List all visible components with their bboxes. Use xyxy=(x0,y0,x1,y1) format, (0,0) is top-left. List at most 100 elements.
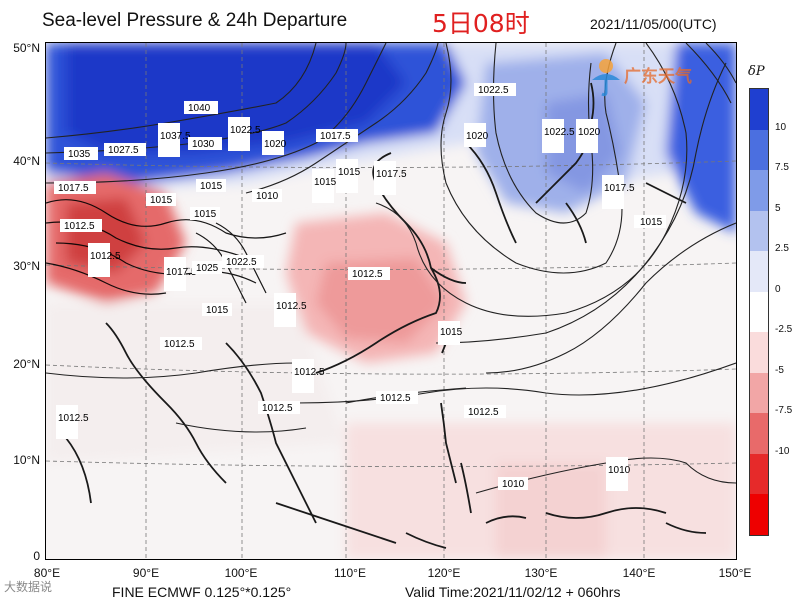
utc-datetime: 2021/11/05/00(UTC) xyxy=(590,16,717,32)
colorbar-segment xyxy=(750,129,768,171)
contour-label: 1015 xyxy=(146,193,176,206)
contour-label-text: 1015 xyxy=(194,209,217,220)
contour-label: 1030 xyxy=(188,137,222,150)
colorbar-segment xyxy=(750,170,768,212)
contour-label-text: 1020 xyxy=(578,127,601,138)
contour-label-text: 1015 xyxy=(206,305,229,316)
contour-label-text: 1022.5 xyxy=(226,257,257,268)
colorbar-segment xyxy=(750,251,768,293)
contour-label-text: 1027.5 xyxy=(108,145,139,156)
contour-label-text: 1030 xyxy=(192,139,215,150)
contour-label: 1012.5 xyxy=(88,243,121,277)
colorbar-segment xyxy=(750,332,768,374)
contour-label: 1015 xyxy=(312,169,337,203)
lon-tick-120: 120°E xyxy=(427,566,461,580)
colorbar-segment xyxy=(750,372,768,414)
contour-label: 1017.5 xyxy=(374,161,407,195)
contour-label: 1012.5 xyxy=(348,267,390,280)
colorbar-segment xyxy=(750,210,768,252)
contour-label: 1020 xyxy=(262,131,287,155)
contour-label-text: 1012.5 xyxy=(294,367,325,378)
contour-label: 1020 xyxy=(464,123,489,147)
contour-labels: 1040 1035 1027.5 1037.5 1030 1022.5 1020… xyxy=(54,83,666,491)
contour-label-text: 1017.5 xyxy=(376,169,407,180)
contour-label: 1015 xyxy=(202,303,232,316)
contour-label: 1012.5 xyxy=(160,337,202,350)
contour-label-text: 1022.5 xyxy=(478,85,509,96)
contour-label-text: 1012.5 xyxy=(64,221,95,232)
contour-label: 1025 xyxy=(192,261,222,274)
colorbar-segment xyxy=(750,89,768,131)
contour-label: 1017.5 xyxy=(316,129,358,142)
colorbar-segment xyxy=(750,453,768,495)
coastlines xyxy=(65,82,707,549)
contour-label-text: 1012.5 xyxy=(90,251,121,262)
lat-tick-10: 10°N xyxy=(13,453,40,467)
contour-label-text: 1012.5 xyxy=(164,339,195,350)
lat-tick-20: 20°N xyxy=(13,357,40,371)
contour-label: 1020 xyxy=(576,119,601,153)
lon-tick-130: 130°E xyxy=(524,566,558,580)
colorbar-segment xyxy=(750,413,768,455)
local-time-title: 5日08时 xyxy=(432,9,530,38)
contour-label: 1012.5 xyxy=(274,293,307,327)
contour-label: 1010 xyxy=(252,189,282,202)
valid-time: Valid Time:2021/11/02/12 + 060hrs xyxy=(405,584,621,600)
contour-label-text: 1037.5 xyxy=(160,131,191,142)
contour-label-text: 1012.5 xyxy=(352,269,383,280)
contour-label-text: 1020 xyxy=(264,139,287,150)
lon-tick-150: 150°E xyxy=(718,566,752,580)
lon-tick-90: 90°E xyxy=(132,566,160,580)
contour-label-text: 1015 xyxy=(338,167,361,178)
colorbar-label: -2.5 xyxy=(775,324,793,336)
lon-tick-140: 140°E xyxy=(622,566,656,580)
colorbar-label: -10 xyxy=(775,445,790,457)
contour-label-text: 1012.5 xyxy=(58,413,89,424)
lat-tick-40: 40°N xyxy=(13,154,40,168)
colorbar-segment xyxy=(750,291,768,333)
colorbar-segment xyxy=(750,494,768,536)
lat-tick-30: 30°N xyxy=(13,259,40,273)
contour-label: 1022.5 xyxy=(474,83,516,96)
map-canvas: 1040 1035 1027.5 1037.5 1030 1022.5 1020… xyxy=(46,43,736,559)
colorbar-label: -5 xyxy=(775,364,784,376)
lon-tick-110: 110°E xyxy=(334,566,366,580)
colorbar-label: 0 xyxy=(775,283,781,295)
chart-title: Sea-level Pressure & 24h Departure xyxy=(42,10,348,31)
contour-label: 1015 xyxy=(196,179,226,192)
contour-label: 1035 xyxy=(64,147,98,160)
colorbar-label: 5 xyxy=(775,202,781,214)
watermark-text: 大数据说 xyxy=(4,580,53,594)
contour-label: 1015 xyxy=(438,321,463,345)
colorbar-title: δP xyxy=(748,64,765,79)
lon-tick-100: 100°E xyxy=(224,566,258,580)
colorbar xyxy=(749,88,769,536)
contour-label-text: 1015 xyxy=(640,217,663,228)
contour-label-text: 1012.5 xyxy=(380,393,411,404)
contour-label-text: 1010 xyxy=(256,191,279,202)
contour-label: 1012.5 xyxy=(292,359,325,393)
contour-label-text: 1022.5 xyxy=(230,125,261,136)
contour-label-text: 1035 xyxy=(68,149,91,160)
contour-label-text: 1040 xyxy=(188,103,211,114)
contour-label: 1010 xyxy=(606,457,631,491)
logo-text: 广东天气 xyxy=(624,67,692,87)
contour-label: 1015 xyxy=(190,207,220,220)
colorbar-label: 7.5 xyxy=(775,162,789,174)
contour-label: 1010 xyxy=(498,477,528,490)
contour-label-text: 1017.5 xyxy=(604,183,635,194)
terrain-texture xyxy=(46,199,287,304)
contour-label-text: 1010 xyxy=(502,479,525,490)
guangdong-weather-logo: 广东天气 xyxy=(588,54,708,104)
contour-label: 1040 xyxy=(184,101,218,114)
contour-label-text: 1017.5 xyxy=(58,183,89,194)
contour-label: 1027.5 xyxy=(104,143,146,156)
contour-label-text: 1012.5 xyxy=(468,407,499,418)
sun-umbrella-logo-icon xyxy=(592,59,620,97)
colorbar-label: 2.5 xyxy=(775,243,789,255)
contour-label-text: 1022.5 xyxy=(544,127,575,138)
contour-label: 1012.5 xyxy=(60,219,102,232)
contour-label-text: 1012.5 xyxy=(262,403,293,414)
pressure-map: 1040 1035 1027.5 1037.5 1030 1022.5 1020… xyxy=(45,42,737,560)
contour-label: 1017.5 xyxy=(602,175,635,209)
